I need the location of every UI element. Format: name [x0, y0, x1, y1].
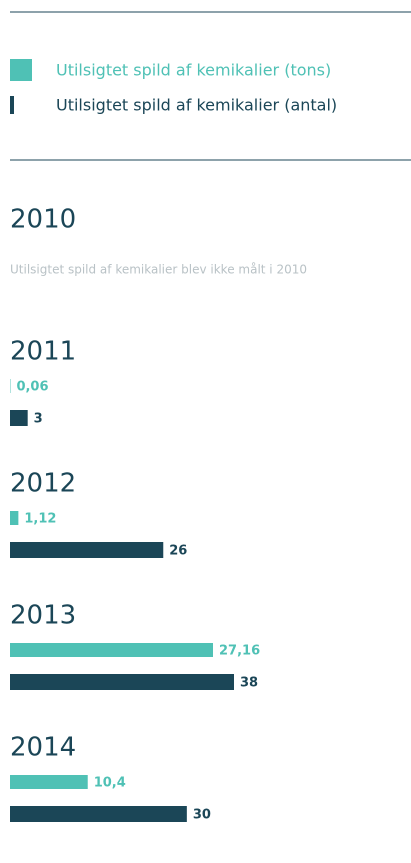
bar: [10, 542, 164, 558]
value-label: 1,12: [24, 512, 56, 527]
bar: [10, 674, 234, 690]
year-label: 2010: [10, 205, 76, 235]
year-label: 2011: [10, 337, 76, 367]
value-label: 38: [240, 676, 258, 691]
legend-label: Utilsigtet spild af kemikalier (tons): [56, 61, 331, 80]
year-label: 2014: [10, 733, 76, 763]
year-label: 2012: [10, 469, 76, 499]
bar: [10, 410, 28, 426]
value-label: 30: [193, 808, 211, 823]
value-label: 3: [34, 412, 43, 427]
legend-swatch: [10, 59, 32, 81]
value-label: 10,4: [94, 776, 126, 791]
annotation: Utilsigtet spild af kemikalier blev ikke…: [10, 263, 307, 277]
value-label: 27,16: [219, 644, 260, 659]
value-label: 26: [169, 544, 187, 559]
bar: [10, 806, 187, 822]
bar: [10, 511, 19, 525]
bar: [10, 643, 213, 657]
value-label: 0,06: [16, 380, 48, 395]
legend-swatch: [10, 96, 14, 114]
bar: [10, 775, 88, 789]
year-label: 2013: [10, 601, 76, 631]
legend-label: Utilsigtet spild af kemikalier (antal): [56, 96, 337, 115]
